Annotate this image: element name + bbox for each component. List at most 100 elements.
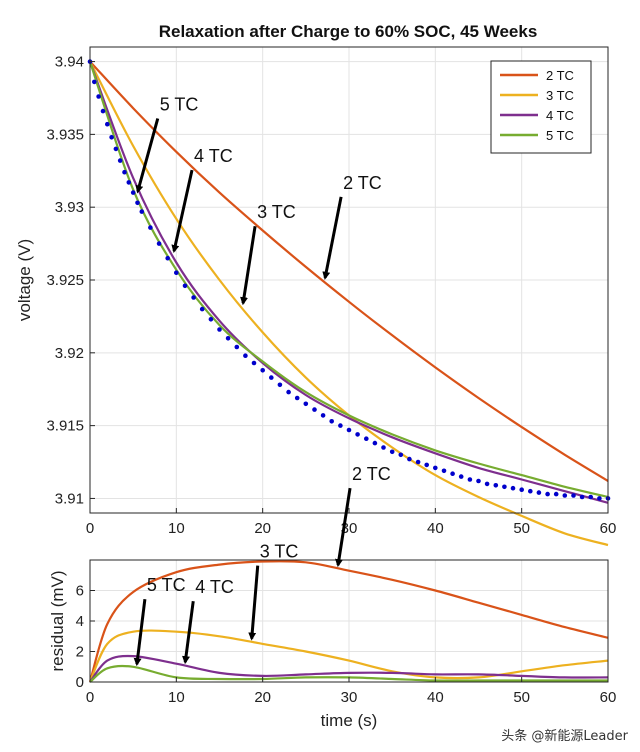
voltage-y-tick-label: 3.94 [55, 54, 84, 71]
annotation-arrow-4-tc [171, 169, 194, 254]
measured-point [484, 481, 490, 487]
measured-point [122, 169, 127, 175]
residual-y-tick-label: 4 [76, 613, 84, 630]
measured-point [510, 485, 516, 491]
voltage-plot: 0 10 20 30 40 50 60 3.913.9153.923.9253.933.93… [15, 46, 617, 547]
residual-series-2-tc [88, 560, 609, 683]
residual-plot: 0 10 20 30 40 50 60 0 2 4 6 residual (mV) time (s… [48, 464, 616, 730]
legend-label-5-tc: 5 TC [546, 128, 574, 143]
residual-y-tick-label: 6 [76, 583, 84, 600]
chart-title: Relaxation after Charge to 60% SOC, 45 W… [159, 22, 538, 41]
measured-point [320, 413, 326, 418]
measured-point [441, 468, 447, 474]
voltage-annotations: 5 TC 4 TC 3 TC 2 TC [135, 95, 382, 306]
residual-series [88, 560, 609, 683]
residual-series-3-tc [88, 629, 609, 683]
watermark: 头条 @新能源Leader [501, 728, 628, 744]
voltage-series-3-tc [89, 61, 609, 547]
measured-point [96, 94, 101, 99]
measured-point [433, 465, 438, 471]
legend-label-3-tc: 3 TC [546, 88, 574, 103]
voltage-y-label: voltage (V) [15, 239, 34, 321]
measured-point [269, 375, 274, 380]
measured-point [105, 121, 110, 127]
measured-point [519, 487, 524, 493]
measured-point [100, 108, 106, 114]
residual-x-tick-label: 0 [86, 689, 94, 706]
annotation-label-5-tc: 5 TC [147, 575, 186, 595]
residual-x-tick-label: 40 [427, 689, 444, 706]
voltage-y-tick-label: 3.915 [46, 418, 84, 435]
residual-y-tick-label: 0 [76, 674, 84, 691]
annotation-arrow-4-tc [182, 600, 195, 665]
measured-point [562, 493, 568, 498]
measured-point [571, 493, 576, 498]
annotation-label-4-tc: 4 TC [194, 146, 233, 166]
measured-point [588, 494, 593, 500]
voltage-x-tick-label: 0 [86, 520, 94, 537]
measured-point [165, 255, 170, 261]
measured-point [553, 491, 559, 497]
measured-points [87, 59, 611, 501]
measured-point [338, 423, 343, 428]
residual-series-5-tc [89, 664, 608, 683]
measured-point [126, 180, 132, 185]
voltage-x-tick-label: 40 [427, 520, 444, 537]
measured-point [277, 382, 283, 388]
annotation-label-2-tc: 2 TC [352, 464, 391, 484]
measured-point [415, 459, 421, 465]
measured-point [109, 135, 114, 140]
annotation-label-3-tc: 3 TC [260, 542, 299, 562]
voltage-y-tick-label: 3.925 [46, 272, 84, 289]
measured-point [398, 452, 404, 458]
measured-point [225, 336, 231, 341]
measured-point [450, 471, 455, 477]
measured-point [476, 478, 481, 484]
measured-point [117, 158, 123, 163]
measured-point [199, 306, 205, 312]
measured-point [467, 477, 473, 482]
measured-point [424, 462, 430, 468]
measured-point [312, 407, 317, 412]
measured-point [156, 241, 162, 246]
measured-point [303, 401, 309, 407]
measured-point [372, 440, 378, 446]
measured-point [139, 209, 145, 214]
residual-x-tick-label: 20 [254, 689, 271, 706]
measured-point [191, 295, 196, 300]
measured-point [528, 488, 533, 494]
voltage-y-ticks: 3.91 3.915 3.92 3.925 3.93 3.935 3.94 [46, 54, 95, 507]
annotation-label-5-tc: 5 TC [160, 95, 199, 115]
voltage-y-tick-label: 3.935 [46, 126, 84, 143]
legend-items: 2 TC 3 TC 4 TC 5 TC [500, 68, 574, 143]
voltage-x-tick-label: 60 [600, 520, 617, 537]
legend-box [490, 60, 592, 154]
residual-x-tick-label: 60 [600, 689, 617, 706]
measured-point [113, 146, 119, 152]
voltage-y-tick-label: 3.91 [55, 490, 84, 507]
annotation-arrow-3-tc [240, 225, 257, 306]
legend-label-2-tc: 2 TC [546, 68, 574, 83]
residual-y-tick-label: 2 [76, 644, 84, 661]
measured-point [355, 432, 360, 437]
measured-point [182, 283, 188, 289]
annotation-arrow-2-tc [335, 487, 352, 568]
annotation-arrow-5-tc [135, 118, 160, 194]
measured-point [545, 491, 550, 497]
measured-point [92, 79, 97, 85]
measured-point [148, 225, 153, 230]
annotation-label-2-tc: 2 TC [343, 173, 382, 193]
measured-point [260, 368, 266, 373]
measured-point [286, 389, 291, 395]
residual-annotations: 5 TC 4 TC 3 TC 2 TC [133, 464, 391, 667]
annotation-arrow-3-tc [248, 565, 260, 641]
measured-point [502, 484, 507, 490]
residual-series-4-tc [89, 654, 609, 683]
voltage-y-tick-label: 3.92 [55, 345, 84, 362]
measured-point [329, 419, 335, 424]
voltage-grid [89, 47, 609, 513]
measured-point [389, 449, 395, 455]
residual-x-tick-label: 30 [341, 689, 358, 706]
measured-point [243, 353, 248, 359]
